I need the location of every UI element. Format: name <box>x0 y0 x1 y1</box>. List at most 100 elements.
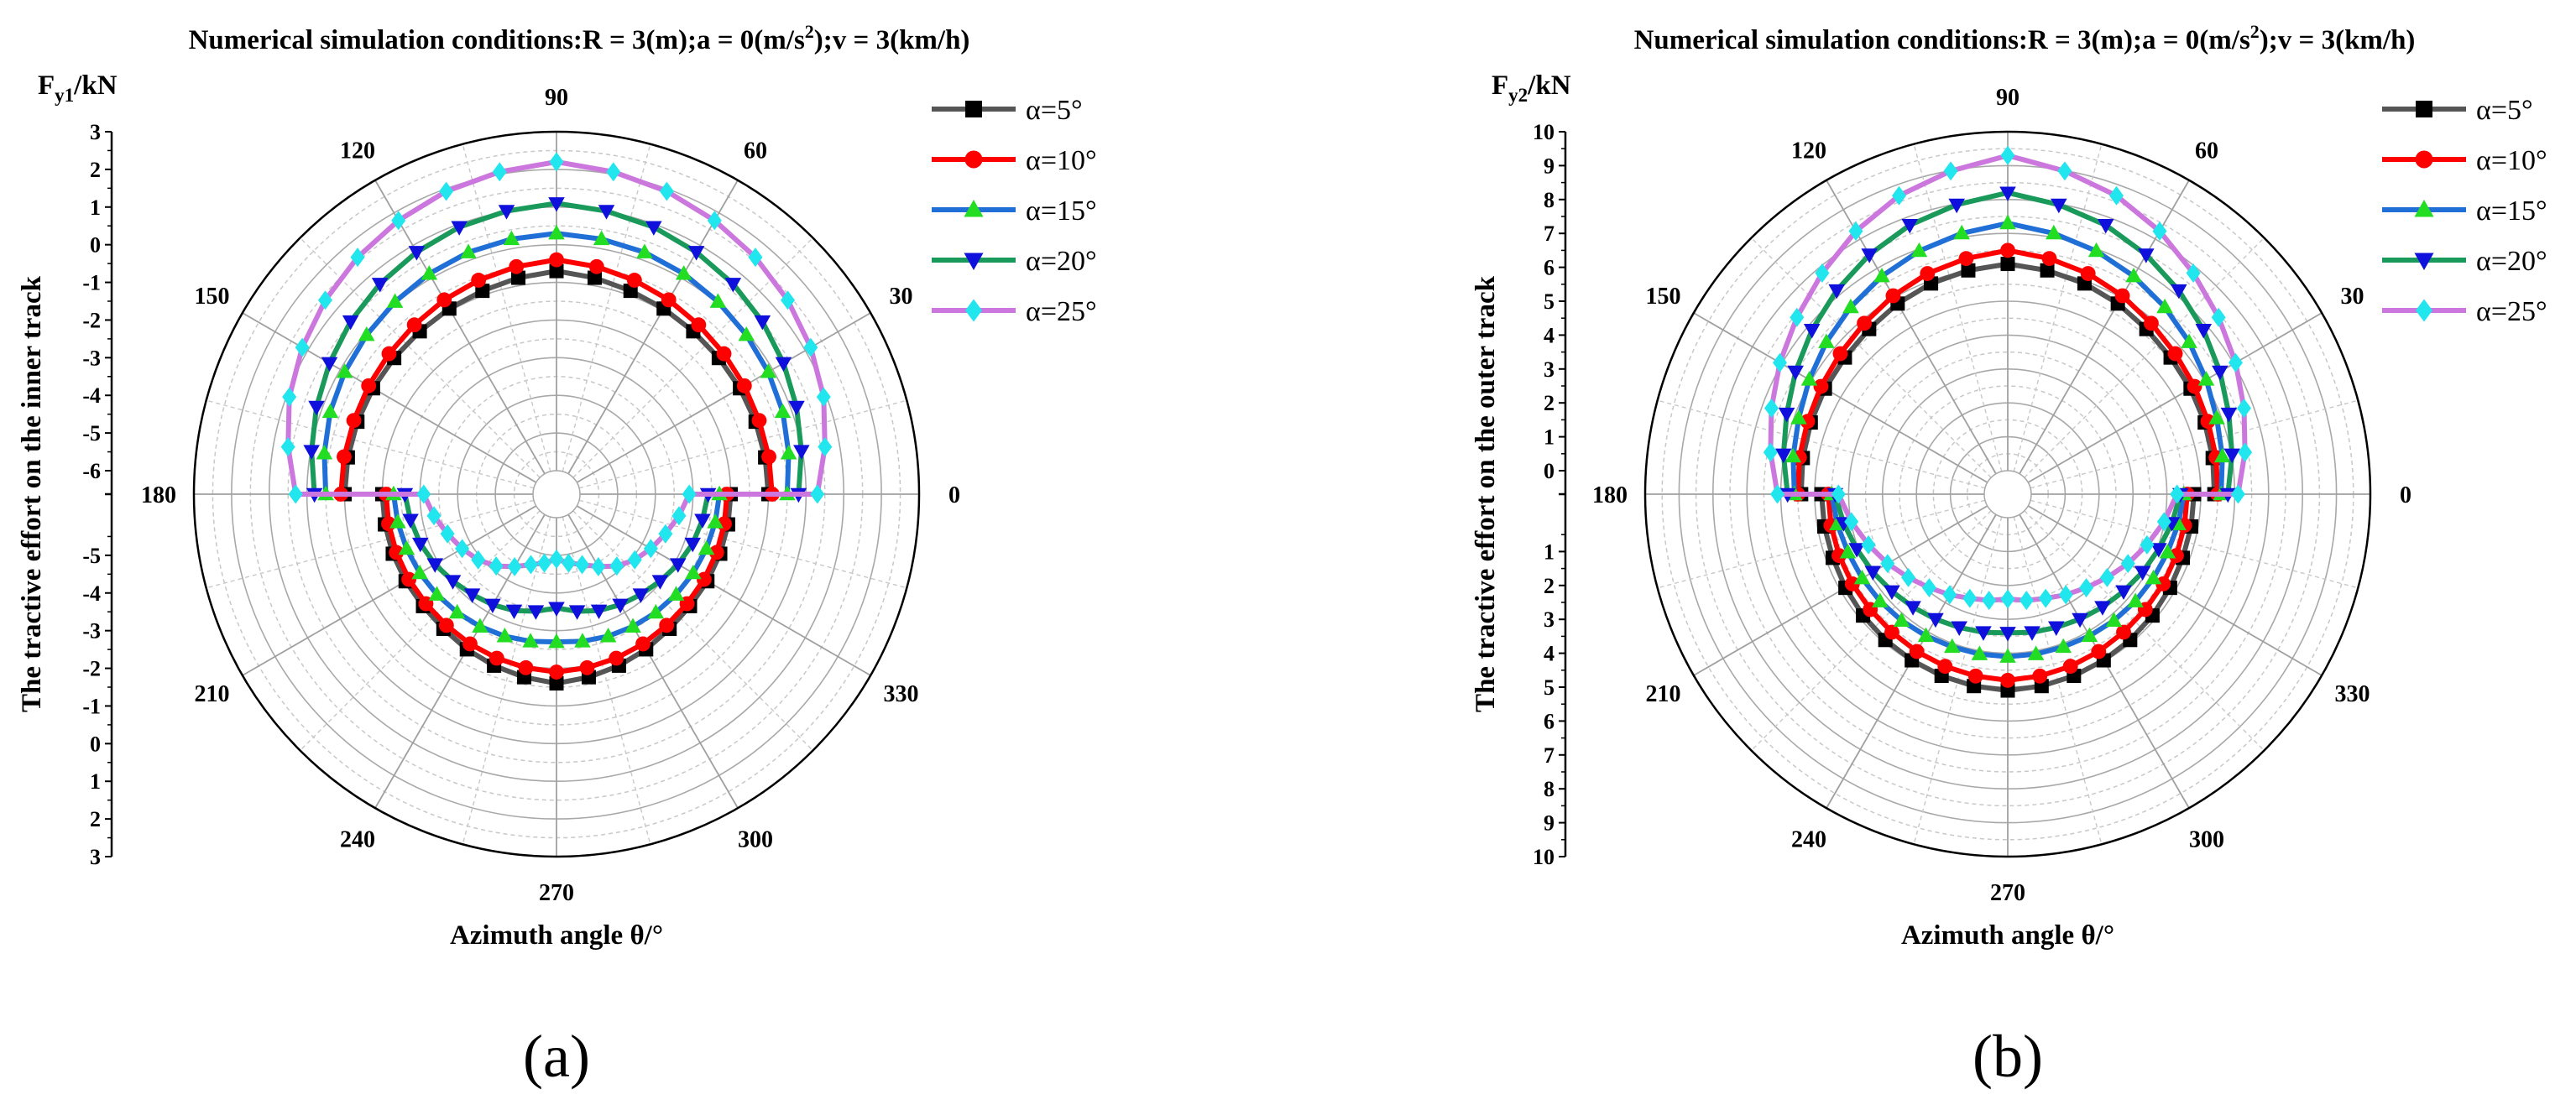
data-point <box>1953 224 1970 240</box>
data-point <box>337 449 352 465</box>
data-point <box>2040 263 2055 278</box>
angle-tick-label: 90 <box>545 85 568 111</box>
x-axis-title: Azimuth angle θ/° <box>1901 920 2114 951</box>
data-point <box>1787 365 1804 381</box>
radial-tick-label: 9 <box>1544 154 1554 178</box>
data-point <box>609 650 624 666</box>
radial-tick-label: -2 <box>82 657 101 681</box>
data-point <box>448 603 466 619</box>
data-point <box>308 400 325 416</box>
grid-spoke <box>576 312 871 483</box>
grid-spoke <box>2027 312 2323 483</box>
grid-spoke-minor <box>1657 399 1986 489</box>
data-point <box>636 243 653 258</box>
outer-circle <box>1643 130 2372 858</box>
data-point <box>2171 284 2187 300</box>
legend-marker <box>964 253 984 270</box>
data-point <box>428 586 446 601</box>
data-point <box>2230 484 2245 504</box>
data-point <box>599 628 617 643</box>
legend-label: α=20° <box>2476 246 2547 277</box>
grid-spoke <box>242 312 537 483</box>
data-point <box>438 618 454 633</box>
radial-tick-label: 2 <box>1544 574 1554 598</box>
data-point <box>391 211 406 231</box>
angle-tick-label: 180 <box>141 482 176 508</box>
data-point <box>1999 214 2016 230</box>
legend-marker <box>2415 150 2433 169</box>
data-point <box>691 317 707 333</box>
angle-tick-label: 120 <box>340 138 375 164</box>
data-point <box>2041 251 2057 267</box>
data-point <box>1861 248 1878 263</box>
data-point <box>436 292 452 308</box>
legend: α=5° α=10° α=15° α=20° α=25° <box>2382 95 2547 327</box>
data-point <box>694 513 711 529</box>
data-point <box>816 387 831 407</box>
angle-tick-label: 60 <box>2195 138 2218 164</box>
data-point <box>498 205 515 220</box>
data-point <box>1937 659 1953 675</box>
legend-label: α=15° <box>2476 195 2547 227</box>
data-point <box>2019 591 2034 611</box>
title-part: );v = 3(km/h) <box>2260 25 2416 55</box>
grid-spoke <box>567 180 739 475</box>
radial-tick-label: 10 <box>1533 120 1554 144</box>
unit-suffix: /kN <box>1527 70 1571 101</box>
data-point <box>346 413 362 429</box>
data-point <box>509 258 525 274</box>
data-point <box>748 248 763 268</box>
data-point <box>522 633 539 648</box>
data-point <box>503 230 520 246</box>
unit-label: Fy2/kN <box>1492 70 1571 106</box>
plot-area <box>1763 145 2253 698</box>
title-part: Numerical simulation conditions:R = 3(m)… <box>1634 25 2250 55</box>
data-point <box>1828 284 1845 300</box>
data-point <box>411 564 428 580</box>
data-point <box>2097 219 2114 234</box>
data-point <box>1909 644 1925 659</box>
data-point <box>2237 399 2252 419</box>
data-point <box>561 553 576 573</box>
legend-marker <box>965 101 982 117</box>
grid-spoke-minor <box>2024 237 2265 478</box>
grid-spoke-minor <box>1751 237 1992 478</box>
data-point <box>408 246 426 261</box>
legend-marker <box>964 200 984 217</box>
data-point <box>2145 569 2162 585</box>
radial-axis: 3 2 1 0 -1 -2 -3 -4 -5 -6 -5 -4 -3 -2 -1 0 1 2 3 <box>82 120 113 869</box>
data-point <box>1905 601 1921 616</box>
data-point <box>2051 198 2067 214</box>
data-point <box>736 378 752 393</box>
radial-tick-label: -4 <box>82 383 101 408</box>
series-5 <box>280 152 833 576</box>
data-point <box>2032 668 2048 684</box>
data-point <box>2138 248 2155 263</box>
data-point <box>635 636 651 652</box>
radial-tick-label: 0 <box>90 732 101 756</box>
chart-title: Numerical simulation conditions:R = 3(m)… <box>189 21 970 55</box>
unit-base: F <box>38 70 55 101</box>
grid-spoke <box>242 505 537 676</box>
radial-tick-label: 5 <box>1544 289 1554 314</box>
data-point <box>2027 645 2045 660</box>
data-point <box>484 598 501 614</box>
data-point <box>568 605 586 620</box>
radial-tick-label: -6 <box>82 459 101 483</box>
data-point <box>1942 585 1957 605</box>
data-point <box>321 357 338 373</box>
data-point <box>667 586 685 601</box>
data-point <box>1917 627 1935 643</box>
data-point <box>288 484 303 504</box>
data-point <box>549 152 564 172</box>
data-point <box>2000 589 2015 609</box>
grid-spoke <box>374 180 546 475</box>
data-point <box>760 363 777 378</box>
data-point <box>1790 307 1805 327</box>
data-point <box>2024 626 2040 641</box>
data-point <box>781 290 796 310</box>
data-point <box>1844 512 1859 532</box>
data-point <box>2087 242 2105 258</box>
data-point <box>411 537 429 553</box>
